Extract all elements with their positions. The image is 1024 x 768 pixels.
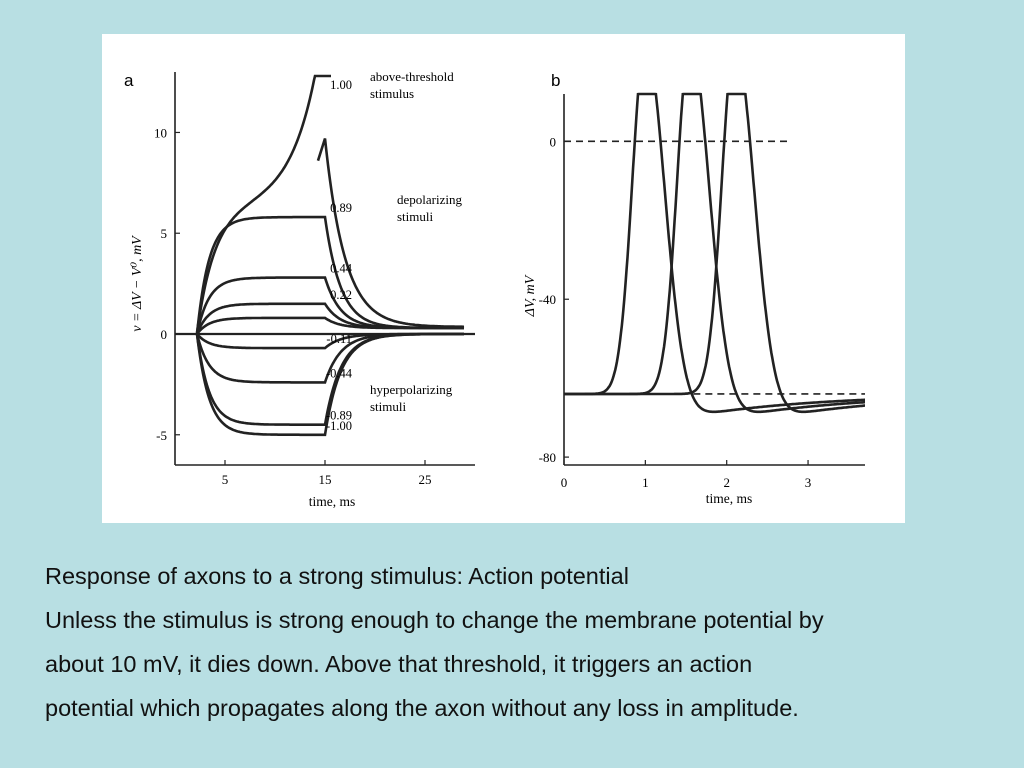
panel-b-action-potential — [564, 92, 865, 414]
panel-a-annotation: stimuli — [397, 209, 434, 224]
panel-a-y-tick-label: 0 — [161, 327, 168, 342]
panel-b-letter: b — [551, 71, 560, 90]
panel-b-x-tick-label: 1 — [642, 475, 649, 490]
panel-a: a 5 15 25 -5 0 5 10 1.00 0.89 0.44 0.22 -0.11 -0.44 -… — [124, 69, 475, 509]
panel-a-x-tick-label: 15 — [319, 472, 332, 487]
panel-a-series-label: 0.89 — [330, 201, 352, 215]
panel-b-y-tick-label: 0 — [550, 134, 557, 149]
panel-b-y-tick-label: -80 — [539, 450, 556, 465]
slide-body-line-2: about 10 mV, it dies down. Above that th… — [45, 651, 753, 677]
panel-a-x-tick-label: 5 — [222, 472, 229, 487]
panel-b-series-label: x = 2λaxon — [681, 34, 739, 36]
chart-canvas: a 5 15 25-505101.000.890.440.22-0.11-0.44-… — [124, 34, 865, 509]
panel-a-series-label: 1.00 — [330, 78, 352, 92]
panel-a-axes — [174, 72, 475, 466]
panel-a-curves — [195, 74, 465, 437]
slide-body-line-3: potential which propagates along the axo… — [45, 695, 799, 721]
panel-b-series-label: x = λaxon — [636, 34, 689, 36]
panel-a-xlabel: time, ms — [309, 494, 356, 509]
panel-b-axes — [563, 94, 865, 466]
panel-a-x-tick-label: 25 — [419, 472, 432, 487]
panel-a-curve-unlabeled — [195, 316, 464, 335]
panel-a-annotation: hyperpolarizing — [370, 382, 453, 397]
figure: a 5 15 25 -5 0 5 10 1.00 0.89 0.44 0.22 -0.11 -0.44-… — [102, 34, 905, 523]
panel-a-series-label: 0.22 — [330, 288, 352, 302]
panel-a-curve-1-00 — [195, 74, 331, 333]
panel-b-series-label: x = 3λaxon — [726, 34, 784, 36]
panel-a-series-label: 0.44 — [330, 262, 353, 276]
panel-a-curve-1-00-decay — [316, 138, 464, 329]
panel-b: b 0 1 2 3 -80 -40 0 x = λaxonx = 2λaxonx = 3λax… — [523, 34, 865, 506]
panel-b-x-tick-label: 0 — [561, 475, 568, 490]
panel-b-x-tick-label: 2 — [723, 475, 730, 490]
panel-a-series-label: -0.11 — [326, 332, 352, 346]
panel-a-y-tick-label: -5 — [156, 428, 167, 443]
panel-a-letter: a — [124, 71, 134, 90]
panel-a-y-tick-label: 10 — [154, 125, 167, 140]
panel-a-series-label: -0.44 — [326, 366, 353, 380]
panel-b-curves — [564, 92, 865, 414]
panel-a-series-label: -0.89 — [326, 409, 352, 423]
panel-a-series-label: -1.00 — [326, 419, 352, 433]
panel-b-action-potential — [564, 92, 865, 414]
panel-b-ylabel: ΔV, mV — [523, 274, 538, 317]
panel-b-xlabel: time, ms — [706, 491, 753, 506]
slide-body-line-1: Unless the stimulus is strong enough to … — [45, 607, 824, 633]
panel-b-x-tick-label: 3 — [805, 475, 812, 490]
panel-a-annotation: above-threshold — [370, 69, 454, 84]
panel-a-labels: 5 15 25 -5 0 5 10 1.00 0.89 0.44 0.22 -0.11 -0.44 -0.… — [154, 69, 462, 487]
panel-a-annotation: stimulus — [370, 86, 414, 101]
panel-a-annotation: stimuli — [370, 399, 407, 414]
slide-title: Response of axons to a strong stimulus: … — [45, 563, 629, 589]
panel-a-annotation: depolarizing — [397, 192, 462, 207]
panel-a-y-tick-label: 5 — [161, 226, 168, 241]
panel-b-labels: 0 1 2 3 -80 -40 0 x = λaxonx = 2λaxonx = 3λaxon — [539, 34, 812, 490]
panel-b-y-tick-label: -40 — [539, 292, 556, 307]
panel-a-ylabel: v = ΔV − V⁰, mV — [130, 235, 145, 332]
